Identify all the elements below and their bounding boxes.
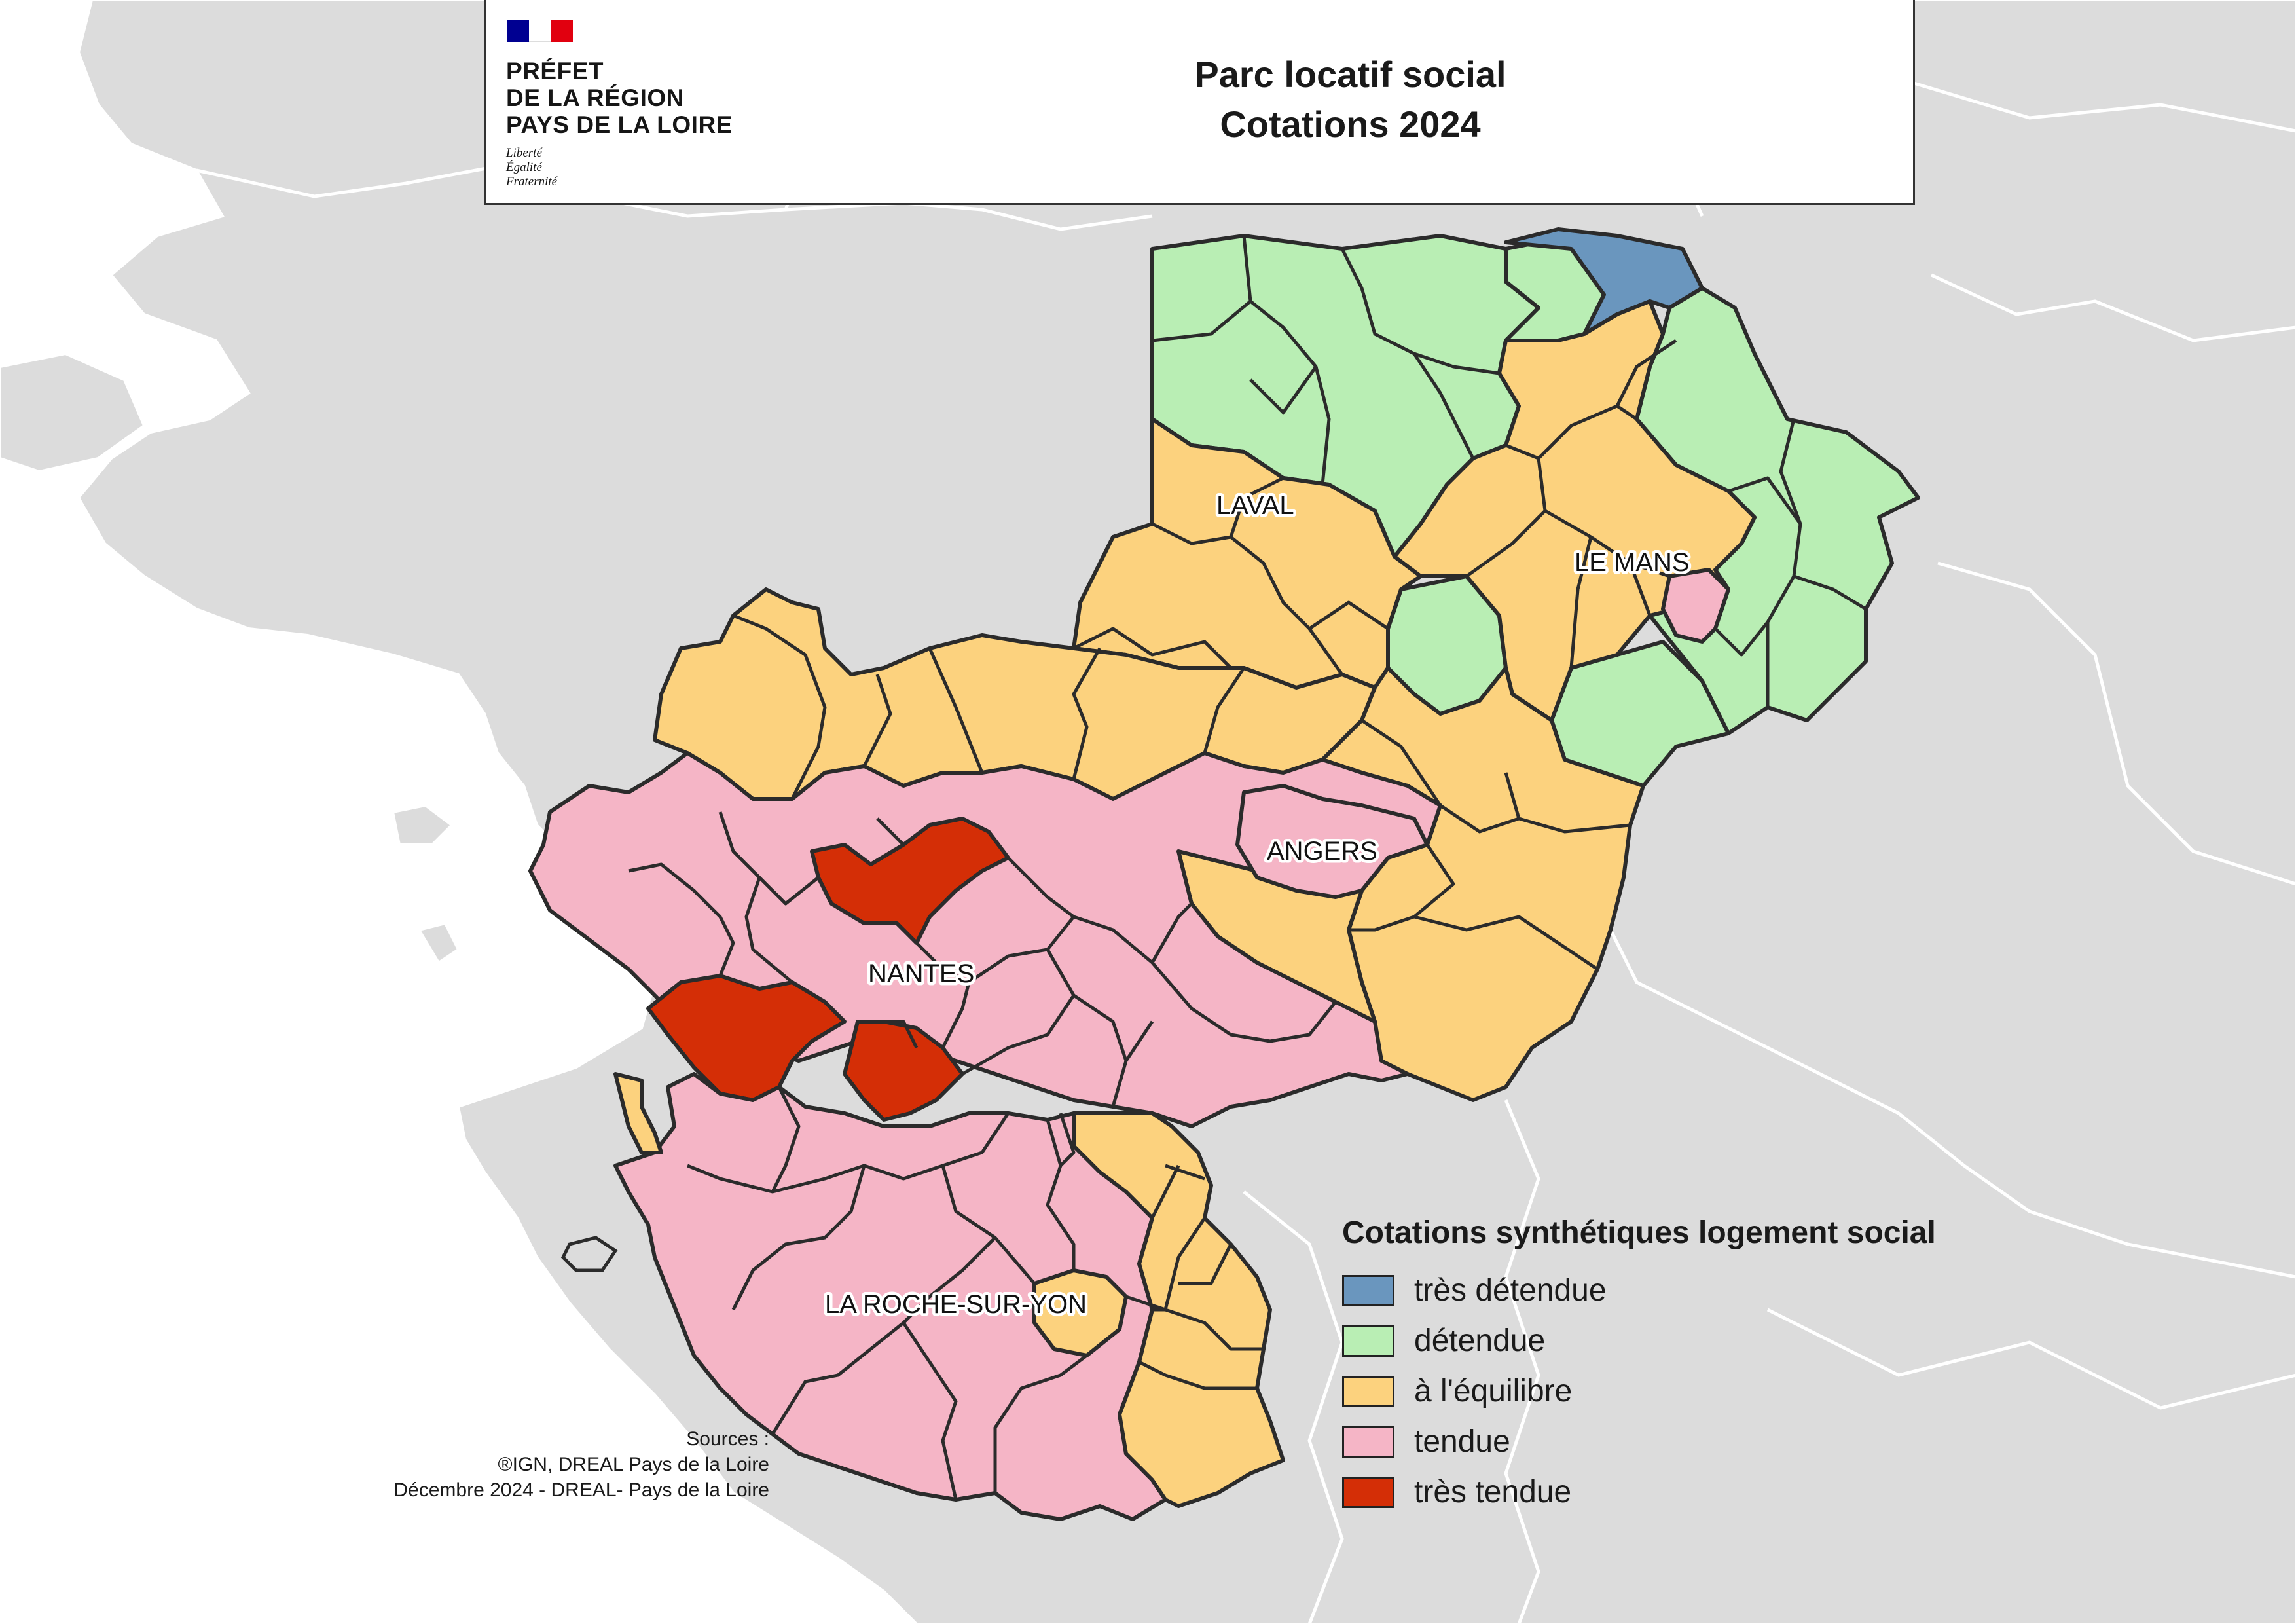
zone-nantes-south	[843, 1020, 964, 1122]
logo-line-2: DE LA RÉGION	[506, 84, 684, 111]
ile-yeu	[560, 1236, 618, 1272]
legend-swatch	[1342, 1476, 1394, 1508]
legend-item-detendue: détendue	[1342, 1316, 1936, 1366]
legend-title: Cotations synthétiques logement social	[1342, 1215, 1936, 1250]
region-zones	[528, 227, 1920, 1521]
sources: Sources : ®IGN, DREAL Pays de la Loire D…	[393, 1426, 769, 1503]
legend-label: très tendue	[1414, 1475, 1572, 1509]
motto-fraternite: Fraternité	[506, 175, 558, 189]
legend-label: très détendue	[1414, 1273, 1607, 1308]
zone-le-mans	[1661, 568, 1730, 644]
title-line-2: Cotations 2024	[1220, 103, 1481, 145]
city-label-nantes: NANTES	[868, 959, 974, 988]
map-title: Parc locatif social Cotations 2024	[788, 50, 1913, 149]
prefecture-logo: PRÉFET DE LA RÉGION PAYS DE LA LOIRE Lib…	[506, 20, 755, 190]
logo-motto: Liberté Égalité Fraternité	[506, 146, 755, 189]
legend-swatch	[1342, 1274, 1394, 1306]
legend-swatch	[1342, 1375, 1394, 1407]
zone-sarthe-center	[1393, 299, 1757, 722]
legend-swatch	[1342, 1426, 1394, 1458]
zone-tres-detendue	[1504, 227, 1704, 336]
city-label-le-mans: LE MANS	[1575, 548, 1690, 577]
zone-angers	[1235, 784, 1429, 899]
sources-credit: ®IGN, DREAL Pays de la Loire	[498, 1454, 770, 1475]
legend-swatch	[1342, 1325, 1394, 1357]
city-label-la-roche-sur-yon: LA ROCHE-SUR-YON	[825, 1290, 1087, 1319]
zone-la-roche-sur-yon	[1032, 1268, 1128, 1357]
legend-label: tendue	[1414, 1424, 1510, 1459]
zone-nantes-west	[646, 974, 847, 1102]
title-line-1: Parc locatif social	[1194, 54, 1506, 95]
sources-heading: Sources :	[686, 1428, 769, 1450]
legend-label: à l'équilibre	[1414, 1374, 1573, 1409]
legend-label: détendue	[1414, 1323, 1546, 1358]
motto-egalite: Égalité	[506, 160, 542, 174]
french-flag-icon	[507, 20, 573, 42]
city-label-laval: LAVAL	[1216, 491, 1294, 520]
sources-date: Décembre 2024 - DREAL- Pays de la Loire	[393, 1479, 769, 1501]
city-label-angers: ANGERS	[1267, 837, 1377, 866]
motto-liberte: Liberté	[506, 146, 542, 160]
legend-item-equilibre: à l'équilibre	[1342, 1366, 1936, 1416]
zone-nantes-north	[810, 817, 1010, 945]
legend: Cotations synthétiques logement social t…	[1342, 1215, 1936, 1517]
zone-borders	[628, 235, 1867, 1500]
zone-vendee-east	[1072, 1111, 1285, 1508]
logo-line-3: PAYS DE LA LOIRE	[506, 111, 733, 138]
logo-line-1: PRÉFET	[506, 58, 604, 84]
legend-item-tres-detendue: très détendue	[1342, 1265, 1936, 1316]
legend-item-tendue: tendue	[1342, 1416, 1936, 1467]
zone-ile-noirmoutier	[613, 1072, 663, 1154]
legend-item-tres-tendue: très tendue	[1342, 1467, 1936, 1517]
header: PRÉFET DE LA RÉGION PAYS DE LA LOIRE Lib…	[484, 0, 1915, 205]
